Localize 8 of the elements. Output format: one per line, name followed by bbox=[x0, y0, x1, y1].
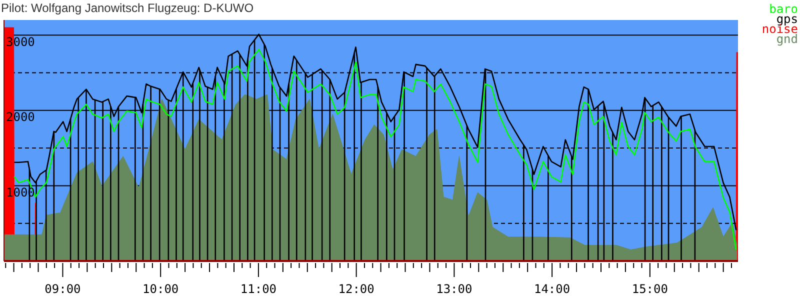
x-tick-label: 14:00 bbox=[534, 282, 570, 296]
x-tick-label: 13:00 bbox=[436, 282, 472, 296]
x-tick-label: 09:00 bbox=[44, 282, 81, 296]
chart-title: Pilot: Wolfgang Janowitsch Flugzeug: D-KUWO bbox=[1, 1, 254, 15]
x-tick-label: 10:00 bbox=[142, 282, 179, 296]
x-tick-label: 11:00 bbox=[240, 282, 277, 296]
x-tick-label: 15:00 bbox=[632, 282, 668, 296]
x-tick-label: 12:00 bbox=[338, 282, 374, 296]
